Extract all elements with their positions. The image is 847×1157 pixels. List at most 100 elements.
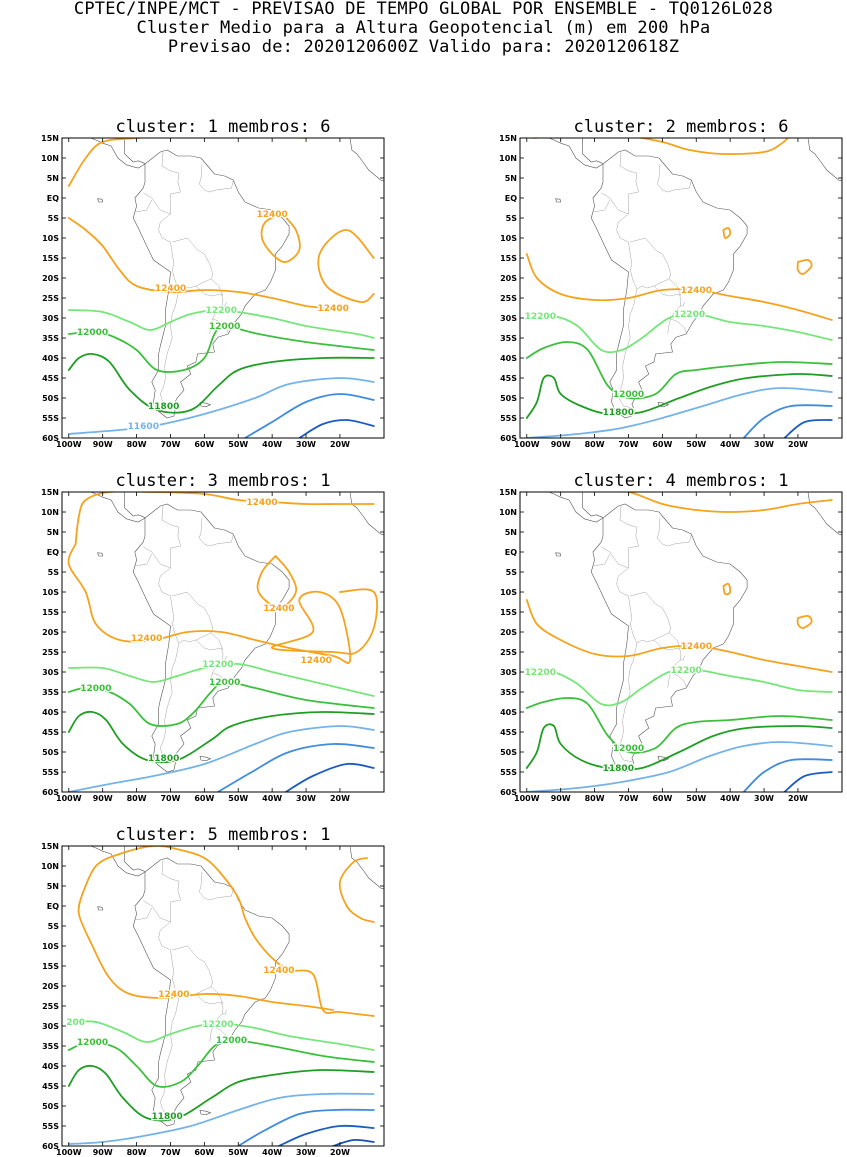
lon-tick-label: 30W xyxy=(296,440,316,449)
lat-tick-label: 15N xyxy=(41,842,59,851)
lon-tick-label: 90W xyxy=(93,1148,113,1157)
lon-tick-label: 100W xyxy=(56,440,82,449)
contour-12400 xyxy=(67,217,335,309)
lon-tick-label: 60W xyxy=(194,440,214,449)
lat-tick-label: 40S xyxy=(42,708,59,717)
lat-tick-label: 25S xyxy=(42,648,59,657)
country-border xyxy=(616,213,633,271)
country-border xyxy=(210,632,224,651)
coastline-africa xyxy=(807,138,842,182)
country-border xyxy=(212,1026,229,1041)
lat-tick-label: 10N xyxy=(41,862,59,871)
contour-11800 xyxy=(67,352,375,414)
lat-tick-label: 20S xyxy=(500,628,517,637)
lat-tick-label: 10N xyxy=(499,154,517,163)
country-border xyxy=(593,553,611,567)
country-border xyxy=(210,986,224,1005)
contour-label: 12000 xyxy=(209,678,240,688)
contour-label: 12000 xyxy=(77,1038,108,1048)
country-border xyxy=(667,301,685,334)
contour-11400 xyxy=(742,404,833,438)
lat-tick-label: 35S xyxy=(42,1042,59,1051)
coastline-africa xyxy=(349,138,384,182)
panel-title: cluster: 5 membros: 1 xyxy=(116,825,331,845)
country-border xyxy=(199,517,234,547)
lat-tick-label: 10S xyxy=(500,234,517,243)
contour-12400 xyxy=(722,582,732,596)
panel-title: cluster: 1 membros: 6 xyxy=(116,117,331,137)
basemap xyxy=(62,138,384,419)
lat-tick-label: 5S xyxy=(48,214,60,223)
contour-12400 xyxy=(77,893,335,1011)
country-border xyxy=(209,1009,227,1042)
country-border xyxy=(667,655,685,688)
lon-tick-label: 70W xyxy=(618,440,638,449)
header-line-3: Previsao de: 2020120600Z Valido para: 20… xyxy=(167,37,680,57)
lat-tick-label: 5N xyxy=(505,528,517,537)
lat-tick-label: 40S xyxy=(500,354,517,363)
contour-12400 xyxy=(338,857,375,923)
lat-tick-label: 5S xyxy=(506,568,518,577)
lon-tick-label: 80W xyxy=(127,794,147,803)
country-border xyxy=(657,163,692,193)
map-panel-4: cluster: 4 membros: 1 12400 12200 12200 1200… xyxy=(499,471,843,803)
lon-tick-label: 50W xyxy=(686,794,706,803)
lat-tick-label: 55S xyxy=(42,768,59,777)
contour-11000 xyxy=(332,1138,375,1146)
map-panel-1: cluster: 1 membros: 6 12400 12400 12400 1220… xyxy=(41,117,385,449)
lat-tick-label: 50S xyxy=(42,1102,59,1111)
contour-label: 12400 xyxy=(158,990,189,1000)
lat-tick-label: 40S xyxy=(42,354,59,363)
contour-label: 12400 xyxy=(263,604,294,614)
country-border xyxy=(143,151,181,215)
country-border xyxy=(618,289,638,409)
contour-12400 xyxy=(796,614,813,629)
lat-tick-label: 50S xyxy=(42,748,59,757)
contour-label: 12200 xyxy=(206,306,237,316)
coastline-malvinas xyxy=(199,402,212,408)
country-border xyxy=(209,655,227,688)
contour-label: 12000 xyxy=(613,390,644,400)
contour-label: 11800 xyxy=(148,402,179,412)
contours xyxy=(525,138,833,438)
contour-11200 xyxy=(278,1124,375,1146)
country-border xyxy=(593,199,611,213)
lon-tick-label: 50W xyxy=(228,794,248,803)
contour-label: 12200 xyxy=(670,666,701,676)
contour-12200 xyxy=(525,667,833,707)
country-border xyxy=(195,639,224,661)
lon-tick-label: 40W xyxy=(262,794,282,803)
contour-12400 xyxy=(722,226,732,239)
lon-tick-label: 50W xyxy=(228,1148,248,1157)
basemap xyxy=(62,492,384,773)
contour-11200 xyxy=(298,419,375,438)
country-border xyxy=(195,285,224,307)
contour-11400 xyxy=(237,1108,375,1146)
country-border xyxy=(135,553,153,567)
contour-12000 xyxy=(525,697,833,754)
lat-tick-label: 30S xyxy=(42,314,59,323)
lat-tick-label: 40S xyxy=(42,1062,59,1071)
lon-tick-label: 50W xyxy=(686,440,706,449)
contour-label: 12400 xyxy=(301,656,332,666)
contour-12000 xyxy=(67,681,375,727)
coastline-malvinas xyxy=(199,756,212,762)
coastline-galapagos xyxy=(555,198,562,203)
country-border xyxy=(199,871,234,901)
contour-11400 xyxy=(742,758,833,792)
contour-label: 12200 xyxy=(202,1020,233,1030)
lon-tick-label: 20W xyxy=(788,794,808,803)
lat-tick-label: 20S xyxy=(42,982,59,991)
lon-tick-label: 40W xyxy=(262,440,282,449)
lat-tick-label: 20S xyxy=(42,628,59,637)
coastline-galapagos xyxy=(97,198,104,203)
contours xyxy=(525,492,833,792)
lat-tick-label: 15N xyxy=(41,134,59,143)
lon-tick-label: 70W xyxy=(160,1148,180,1157)
lat-tick-label: 15S xyxy=(42,608,59,617)
country-border xyxy=(199,163,234,193)
lat-tick-label: 60S xyxy=(500,788,517,797)
country-border xyxy=(160,997,180,1117)
